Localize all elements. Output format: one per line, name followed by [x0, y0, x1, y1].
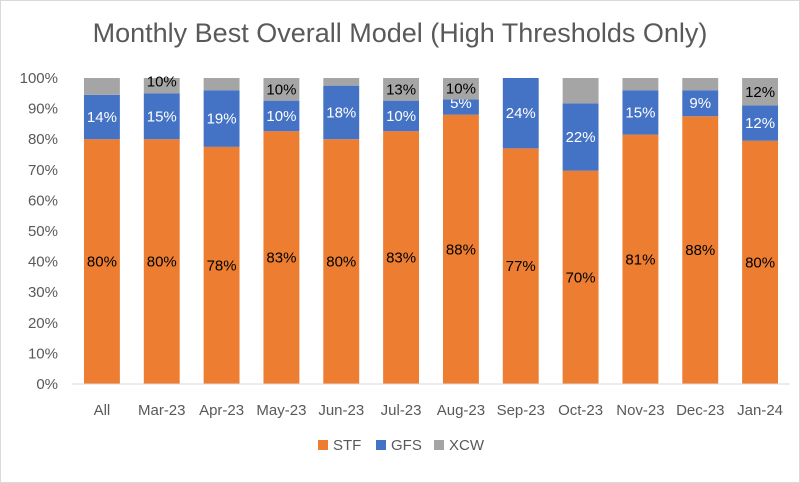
- data-label: 12%: [745, 84, 775, 101]
- bar-segment-gfs: [143, 93, 180, 140]
- x-tick-label: Jun-23: [318, 402, 364, 419]
- legend-swatch-xcw: [434, 440, 444, 450]
- bar-segment-gfs: [502, 78, 539, 149]
- x-tick-label: Dec-23: [676, 402, 724, 419]
- y-tick-label: 60%: [28, 192, 58, 209]
- data-label: 22%: [566, 129, 596, 146]
- x-tick-label: May-23: [256, 402, 306, 419]
- x-tick-label: Jan-24: [737, 402, 783, 419]
- y-tick-label: 30%: [28, 284, 58, 301]
- bar-segment-stf: [203, 146, 240, 384]
- y-tick-label: 90%: [28, 101, 58, 118]
- bar-segment-gfs: [562, 103, 599, 171]
- bar-segment-stf: [682, 116, 719, 384]
- bar-segment-stf: [143, 139, 180, 384]
- data-label: 13%: [386, 81, 416, 98]
- legend-swatch-stf: [318, 440, 328, 450]
- x-tick-label: Mar-23: [138, 402, 186, 419]
- bar-segment-xcw: [383, 78, 420, 101]
- data-label: 78%: [207, 257, 237, 274]
- bar-segment-gfs: [682, 90, 719, 117]
- bar-segment-stf: [562, 170, 599, 384]
- bar-segment-gfs: [622, 90, 659, 135]
- chart-title: Monthly Best Overall Model (High Thresho…: [92, 18, 708, 48]
- bar-segment-xcw: [83, 78, 120, 95]
- x-tick-label: Nov-23: [616, 402, 664, 419]
- bar-segment-xcw: [323, 78, 360, 86]
- data-label: 10%: [266, 81, 296, 98]
- data-label: 88%: [685, 242, 715, 259]
- bar-segment-gfs: [383, 100, 420, 132]
- data-label: 15%: [625, 104, 655, 121]
- bar-segment-stf: [323, 139, 360, 384]
- bar-segment-stf: [442, 114, 479, 384]
- bar-segment-stf: [263, 131, 300, 384]
- legend-label-gfs: GFS: [391, 437, 422, 454]
- y-tick-label: 20%: [28, 315, 58, 332]
- bar-segment-gfs: [442, 99, 479, 115]
- data-label: 80%: [745, 254, 775, 271]
- bar-segment-xcw: [442, 78, 479, 100]
- bar-segment-xcw: [143, 78, 180, 94]
- bar-segment-stf: [742, 140, 779, 384]
- data-label: 9%: [689, 95, 711, 112]
- bar-segment-gfs: [83, 94, 120, 140]
- x-tick-label: Oct-23: [558, 402, 603, 419]
- legend-label-stf: STF: [333, 437, 361, 454]
- y-tick-label: 80%: [28, 131, 58, 148]
- bar-segment-xcw: [263, 78, 300, 101]
- bar-segment-stf: [502, 148, 539, 384]
- data-label: 10%: [446, 81, 476, 98]
- data-label: 80%: [326, 254, 356, 271]
- data-label: 10%: [386, 108, 416, 125]
- bar-segment-stf: [622, 134, 659, 384]
- x-tick-label: Aug-23: [437, 402, 485, 419]
- bar-segment-gfs: [742, 105, 779, 141]
- data-label: 18%: [326, 104, 356, 121]
- data-label: 80%: [87, 254, 117, 271]
- legend-swatch-gfs: [376, 440, 386, 450]
- bar-segment-stf: [383, 131, 420, 384]
- bar-segment-xcw: [742, 78, 779, 106]
- data-label: 70%: [566, 269, 596, 286]
- x-tick-label: All: [94, 402, 111, 419]
- y-tick-label: 40%: [28, 254, 58, 271]
- y-tick-label: 0%: [36, 376, 58, 393]
- y-tick-label: 10%: [28, 345, 58, 362]
- bar-segment-gfs: [323, 85, 360, 140]
- data-label: 10%: [266, 108, 296, 125]
- data-label: 80%: [147, 254, 177, 271]
- data-label: 10%: [147, 74, 177, 91]
- data-label: 19%: [207, 111, 237, 128]
- data-label: 77%: [506, 258, 536, 275]
- bar-segment-gfs: [203, 90, 240, 147]
- bar-segment-xcw: [203, 78, 240, 91]
- y-tick-label: 100%: [20, 70, 58, 87]
- data-label: 83%: [386, 250, 416, 267]
- x-tick-label: Apr-23: [199, 402, 244, 419]
- data-label: 83%: [266, 250, 296, 267]
- x-tick-label: Jul-23: [381, 402, 422, 419]
- x-tick-label: Sep-23: [497, 402, 545, 419]
- data-label: 88%: [446, 241, 476, 258]
- y-tick-label: 50%: [28, 223, 58, 240]
- data-label: 12%: [745, 115, 775, 132]
- bar-segment-gfs: [263, 100, 300, 132]
- bar-segment-xcw: [622, 78, 659, 91]
- data-label: 14%: [87, 109, 117, 126]
- bar-segment-xcw: [682, 78, 719, 91]
- data-label: 81%: [625, 251, 655, 268]
- data-label: 24%: [506, 105, 536, 122]
- y-tick-label: 70%: [28, 162, 58, 179]
- data-label: 15%: [147, 108, 177, 125]
- legend-label-xcw: XCW: [449, 437, 485, 454]
- bar-segment-stf: [83, 139, 120, 384]
- bar-segment-xcw: [562, 78, 599, 104]
